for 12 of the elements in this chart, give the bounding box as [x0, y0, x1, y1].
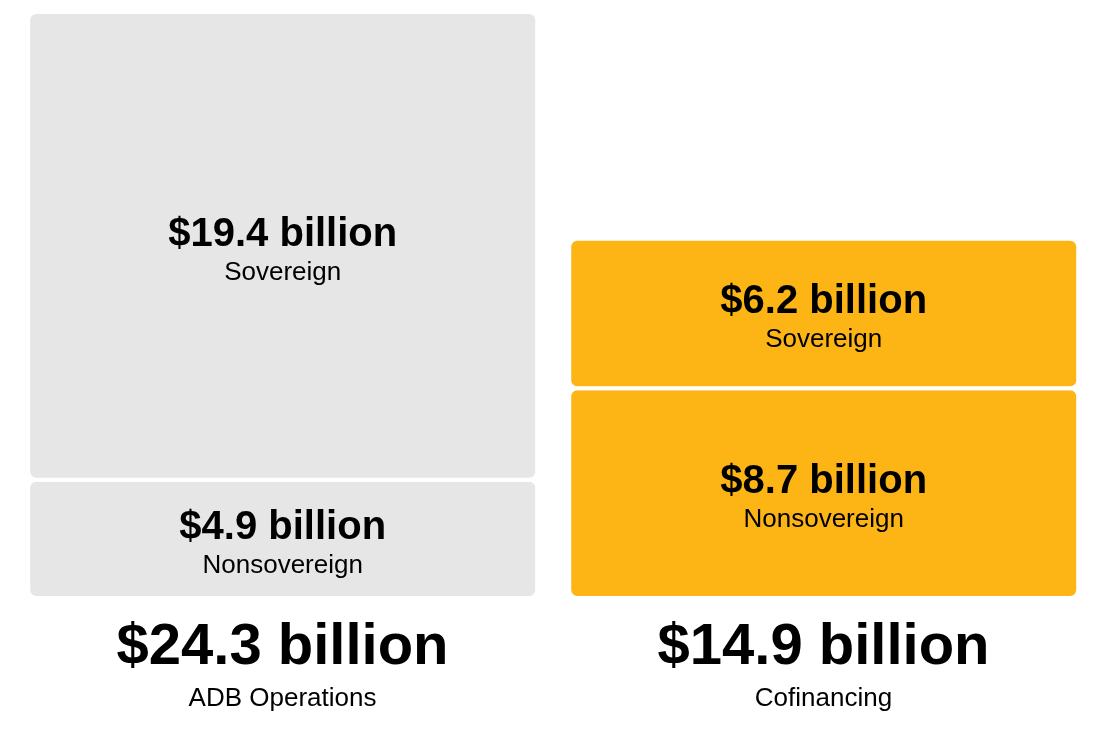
data-label: $19.4 billion [168, 209, 398, 254]
data-label: $6.2 billion [720, 277, 928, 322]
data-label: $8.7 billion [720, 457, 928, 502]
text: Sovereign [224, 255, 342, 286]
data-label: $4.9 billion [179, 502, 387, 547]
total-label: $24.3 billion [116, 611, 449, 676]
text: Nonsovereign [743, 503, 904, 534]
x-tick-label: Cofinancing [754, 682, 893, 712]
x-tick-label: ADB Operations [188, 682, 377, 712]
series-label: Sovereign [765, 323, 883, 354]
total-label: $14.9 billion [657, 611, 990, 676]
series-label: Nonsovereign [202, 548, 363, 579]
